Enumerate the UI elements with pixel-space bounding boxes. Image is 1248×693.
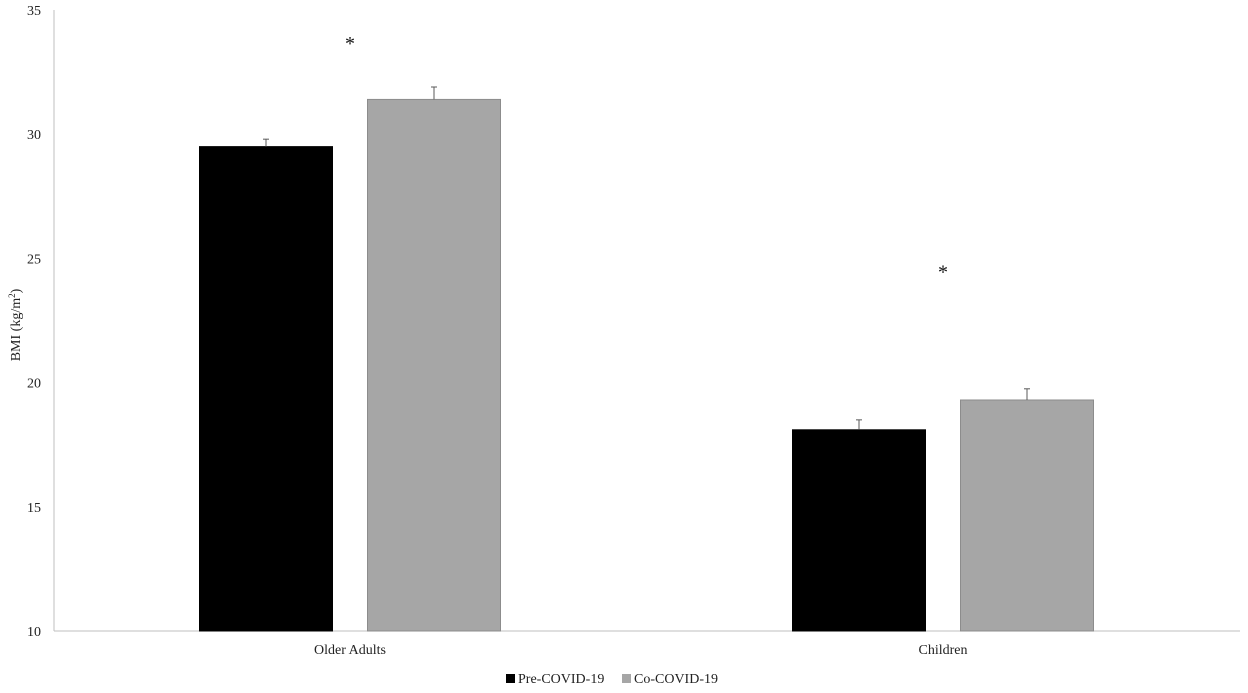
legend-swatch	[506, 674, 515, 683]
bars	[199, 98, 1094, 632]
error-bar	[263, 138, 269, 147]
y-tick-label: 25	[27, 252, 41, 267]
category-label: Older Adults	[314, 643, 386, 658]
y-tick-label: 30	[27, 128, 41, 143]
error-bar	[1024, 388, 1030, 400]
y-tick-label: 35	[27, 4, 41, 19]
legend-label: Pre-COVID-19	[518, 672, 604, 687]
category-label: Children	[919, 643, 968, 658]
error-bar	[431, 86, 437, 100]
error-bar	[856, 419, 862, 430]
bar-co-covid-children	[960, 399, 1094, 632]
bar-co-covid-older-adults	[367, 98, 501, 632]
legend-swatch	[622, 674, 631, 683]
y-tick-labels: 10 15 20 25 30 35	[27, 4, 41, 640]
y-axis-title: BMI (kg/m2)	[7, 288, 24, 361]
legend: Pre-COVID-19 Co-COVID-19	[506, 672, 718, 687]
significance-star: *	[345, 33, 355, 55]
error-bars	[263, 86, 1030, 430]
y-axis-title-close: )	[9, 288, 24, 293]
bar-pre-covid-older-adults	[199, 146, 333, 632]
significance-star: *	[938, 261, 948, 283]
y-tick-label: 10	[27, 625, 41, 640]
bar-pre-covid-children	[792, 429, 926, 632]
legend-item-pre-covid: Pre-COVID-19	[506, 672, 604, 687]
y-axis-title-superscript: 2	[7, 293, 17, 298]
significance-annotations: **	[345, 33, 948, 284]
y-tick-label: 15	[27, 501, 41, 516]
legend-label: Co-COVID-19	[634, 672, 718, 687]
y-axis-title-base: BMI (kg/m	[9, 298, 24, 362]
y-tick-label: 20	[27, 377, 41, 392]
category-labels: Older Adults Children	[314, 643, 967, 658]
legend-item-co-covid: Co-COVID-19	[622, 672, 718, 687]
